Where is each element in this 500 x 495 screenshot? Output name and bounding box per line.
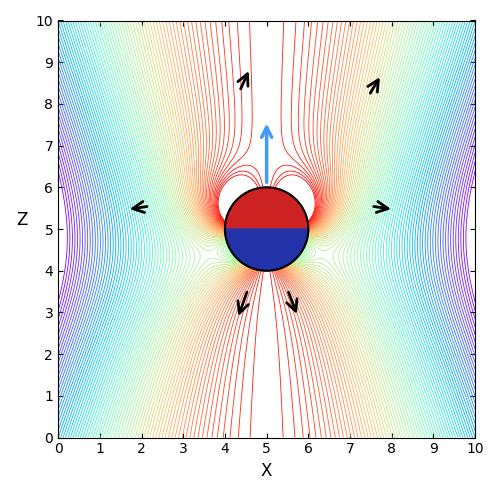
X-axis label: X: X <box>261 462 272 480</box>
Y-axis label: Z: Z <box>16 211 28 229</box>
Wedge shape <box>225 187 308 229</box>
Wedge shape <box>225 229 308 271</box>
